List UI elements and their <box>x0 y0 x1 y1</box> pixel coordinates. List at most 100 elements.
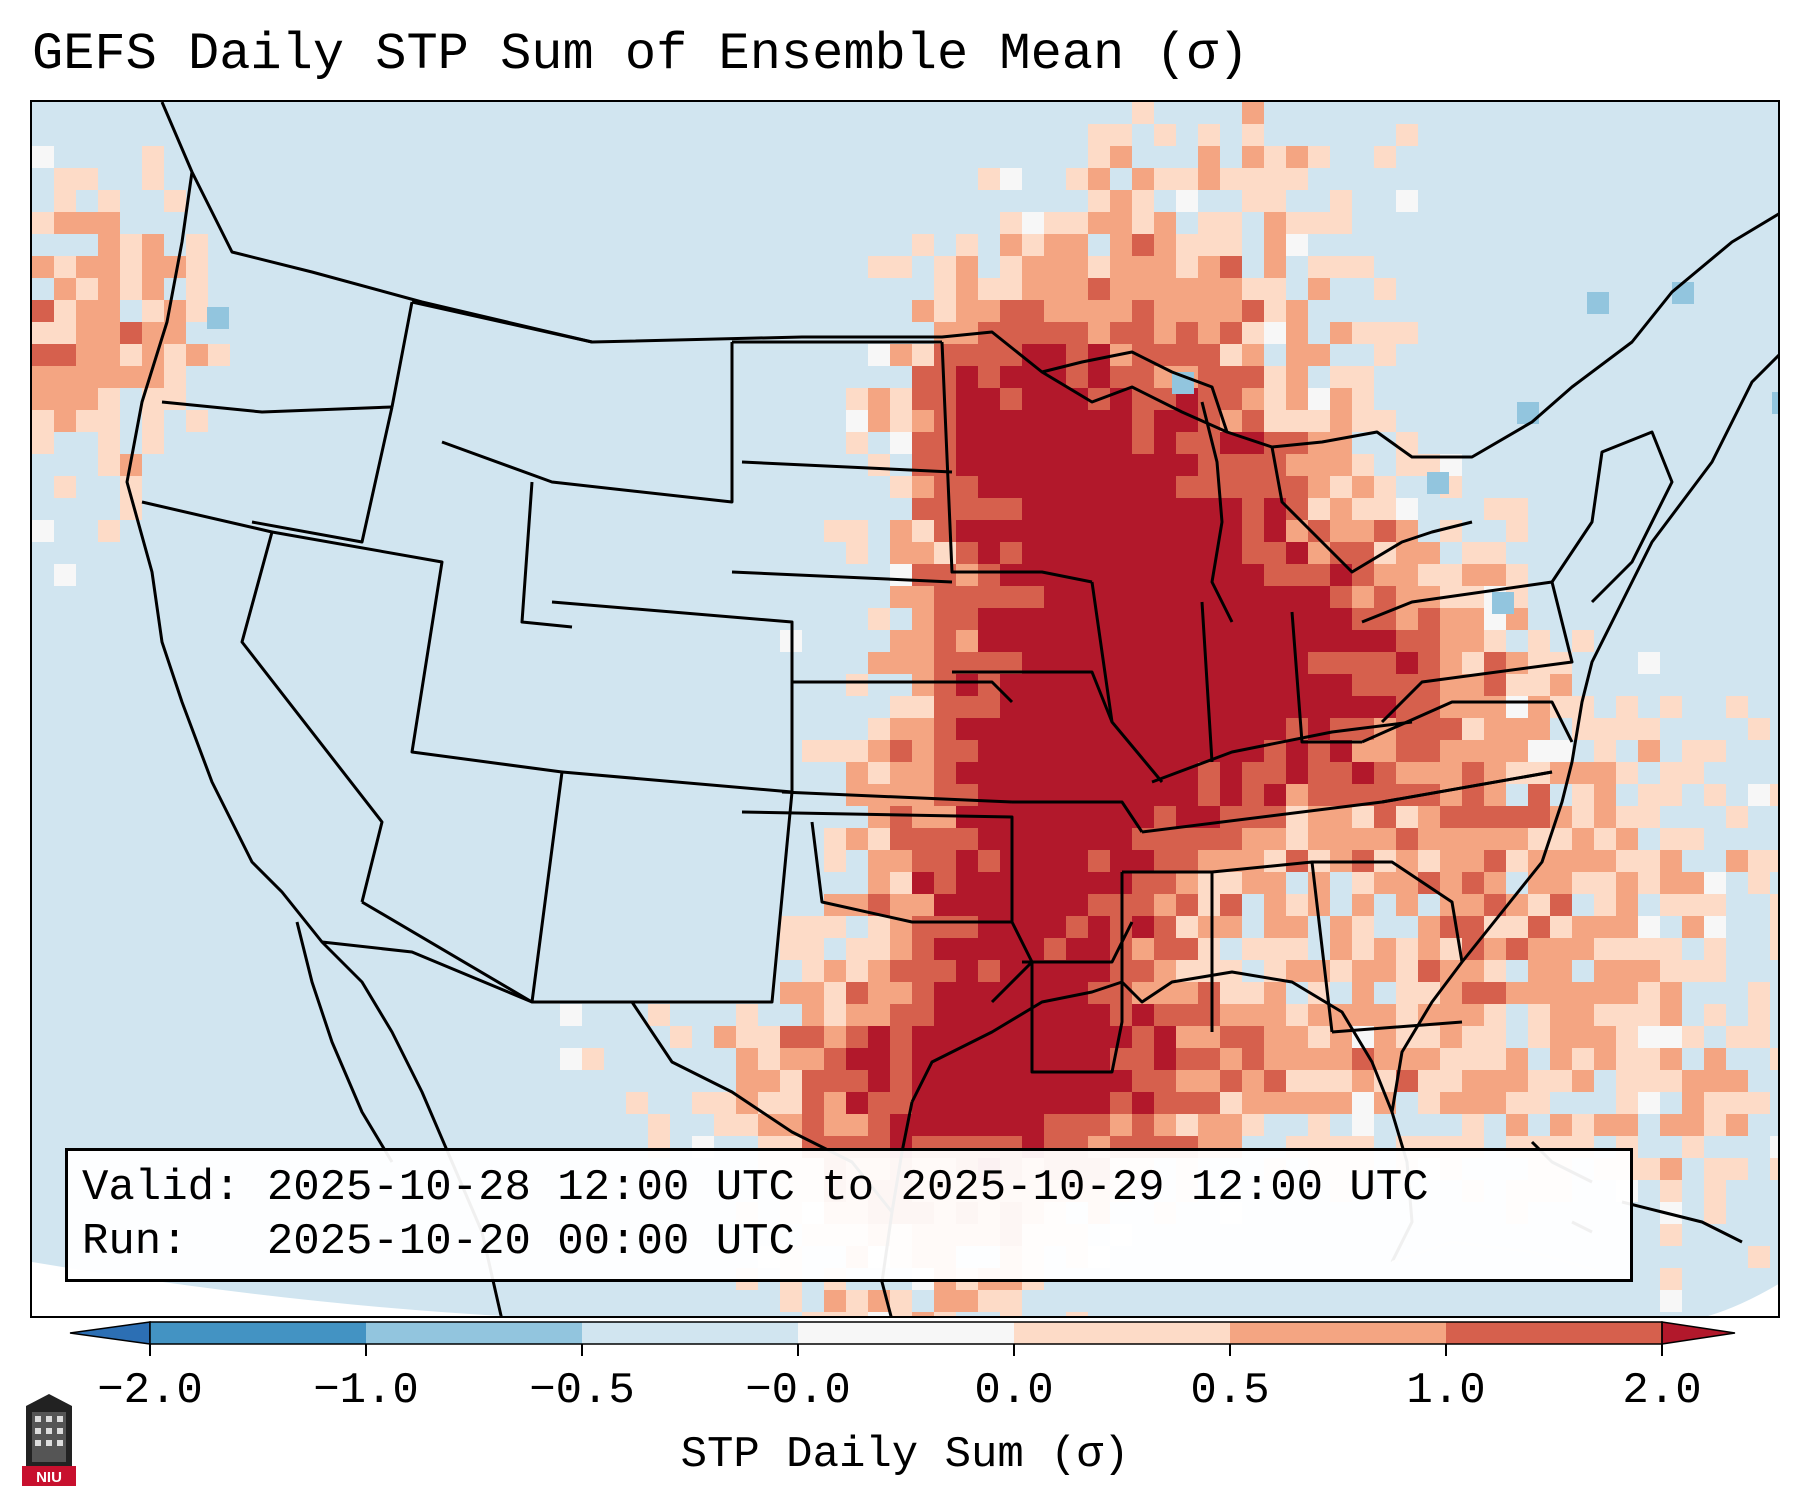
stp-field-cell <box>1132 1114 1154 1136</box>
stp-field-cell <box>1506 740 1528 762</box>
stp-field-cell <box>1000 1290 1022 1312</box>
stp-field-cell <box>1154 344 1176 366</box>
stp-field-cell <box>1704 1048 1726 1070</box>
stp-field-cell <box>1396 1070 1418 1092</box>
stp-field-cell <box>32 344 54 366</box>
stp-field-cell <box>912 1092 934 1114</box>
stp-field-cell <box>956 982 978 1004</box>
stp-field-cell <box>1660 1004 1682 1026</box>
stp-field-layer <box>32 102 1778 1316</box>
stp-field-cell <box>1088 542 1110 564</box>
stp-field-cell <box>98 212 120 234</box>
stp-field-cell <box>1132 410 1154 432</box>
stp-field-cell <box>1506 1092 1528 1114</box>
stp-field-cell <box>1044 344 1066 366</box>
stp-field-cell <box>164 190 186 212</box>
stp-field-cell <box>1198 234 1220 256</box>
stp-field-cell <box>164 344 186 366</box>
colorbar-bin <box>1446 1322 1662 1344</box>
stp-field-cell <box>1220 212 1242 234</box>
stp-field-cell <box>1000 388 1022 410</box>
stp-field-cell <box>1352 476 1374 498</box>
stp-field-cell <box>1044 608 1066 630</box>
stp-field-cell <box>1220 718 1242 740</box>
stp-field-cell <box>1132 1026 1154 1048</box>
stp-field-cell <box>1462 916 1484 938</box>
stp-field-cell <box>1682 916 1704 938</box>
stp-field-cell <box>1066 652 1088 674</box>
stp-field-cell <box>1088 146 1110 168</box>
stp-field-cell <box>1616 1048 1638 1070</box>
stp-field-cell <box>912 762 934 784</box>
stp-field-cell <box>846 410 868 432</box>
stp-field-cell <box>1000 476 1022 498</box>
stp-field-cell <box>1286 784 1308 806</box>
stp-field-cell <box>1572 828 1594 850</box>
stp-field-cell <box>1616 938 1638 960</box>
stp-field-cell <box>1572 696 1594 718</box>
stp-field-cell <box>1066 498 1088 520</box>
state-line-ia-mo <box>952 670 1114 723</box>
stp-field-cell <box>1154 256 1176 278</box>
stp-field-cell <box>560 1004 582 1026</box>
stp-field-cell <box>1462 1004 1484 1026</box>
stp-field-cell <box>1264 498 1286 520</box>
stp-field-cell <box>1154 872 1176 894</box>
stp-field-cell <box>978 586 1000 608</box>
stp-field-cell <box>1770 1158 1778 1180</box>
stp-field-cell <box>1132 256 1154 278</box>
stp-field-cell <box>1066 1048 1088 1070</box>
stp-field-cell <box>54 300 76 322</box>
stp-field-cell <box>1506 564 1528 586</box>
stp-field-cell <box>1374 498 1396 520</box>
stp-field-cell <box>76 366 98 388</box>
stp-field-cell <box>1726 850 1748 872</box>
stp-field-cell <box>1286 454 1308 476</box>
stp-field-cell <box>1330 1048 1352 1070</box>
stp-field-cell <box>1220 256 1242 278</box>
colorbar-bin <box>1230 1322 1446 1344</box>
stp-field-cell <box>54 212 76 234</box>
stp-field-cell <box>1264 674 1286 696</box>
stp-field-cell <box>1264 806 1286 828</box>
stp-field-cell <box>1594 828 1616 850</box>
stp-field-cell <box>1022 586 1044 608</box>
stp-field-cell <box>1242 410 1264 432</box>
stp-field-cell <box>1000 410 1022 432</box>
stp-field-cell <box>1198 212 1220 234</box>
stp-field-cell <box>1440 982 1462 1004</box>
colorbar-tick-label: −0.5 <box>529 1366 635 1416</box>
stp-field-cell <box>1682 828 1704 850</box>
stp-field-cell <box>1308 1092 1330 1114</box>
stp-field-cell <box>1044 872 1066 894</box>
stp-field-cell <box>890 586 912 608</box>
stp-field-cell <box>1220 630 1242 652</box>
stp-field-cell <box>1242 542 1264 564</box>
stp-field-cell <box>1264 652 1286 674</box>
stp-field-cell <box>1440 960 1462 982</box>
stp-field-cell <box>1550 674 1572 696</box>
stp-field-cell <box>956 278 978 300</box>
stp-field-cell <box>1154 564 1176 586</box>
stp-field-cell <box>1242 124 1264 146</box>
stp-field-cell <box>978 520 1000 542</box>
stp-field-cell <box>1352 652 1374 674</box>
stp-field-cell <box>1396 872 1418 894</box>
stp-field-cell <box>1088 762 1110 784</box>
stp-field-cell <box>1506 718 1528 740</box>
stp-field-cell <box>1110 696 1132 718</box>
stp-field-cell <box>1220 542 1242 564</box>
stp-field-cell <box>1044 322 1066 344</box>
stp-field-cell <box>120 344 142 366</box>
stp-field-cell <box>1176 1026 1198 1048</box>
stp-field-cell <box>1132 850 1154 872</box>
stp-field-cell <box>1066 1312 1088 1316</box>
stp-field-cell <box>1066 762 1088 784</box>
stp-field-cell <box>32 366 54 388</box>
stp-field-cell <box>1330 212 1352 234</box>
stp-field-cell <box>1022 696 1044 718</box>
stp-field-cell <box>1220 454 1242 476</box>
stp-field-cell <box>846 1070 868 1092</box>
stp-field-cell <box>978 366 1000 388</box>
stp-field-cell <box>1616 850 1638 872</box>
